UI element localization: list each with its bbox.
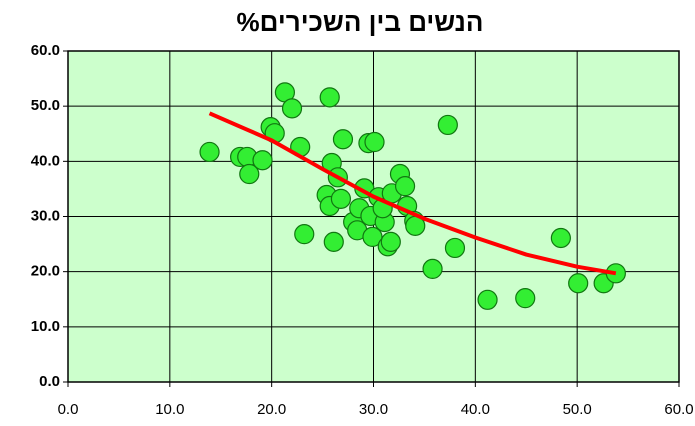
y-tick-label: 10.0 [31,318,60,335]
point [323,231,344,252]
y-tick-label: 40.0 [31,152,60,169]
point [550,227,571,249]
y-tick-label: 60.0 [31,42,60,59]
y-tick-label: 50.0 [31,97,60,114]
point [364,131,385,153]
x-tick-label: 50.0 [563,401,592,418]
x-tick-label: 20.0 [257,401,286,418]
point [199,141,220,163]
point [319,87,340,108]
point [437,114,458,136]
plot-border [67,50,680,383]
x-tick-label: 40.0 [461,401,490,418]
point [239,163,260,185]
point [380,231,401,252]
point [332,129,354,150]
point [330,188,352,209]
x-tick-label: 10.0 [155,401,184,418]
point [444,237,466,259]
x-tick-label: 30.0 [359,401,388,418]
x-tick-label: 0.0 [58,401,79,418]
point [515,288,536,309]
chart-title: %הנשים בין השכירים [237,7,484,37]
point [252,150,273,171]
y-tick-label: 0.0 [39,373,60,390]
point [477,289,498,310]
point [422,258,443,280]
trendline [208,111,617,276]
point [394,176,416,197]
point [281,98,303,119]
point [294,224,315,245]
y-tick-label: 30.0 [31,207,60,224]
point [362,226,383,248]
point [568,273,589,294]
y-tick-label: 20.0 [31,263,60,280]
x-tick-label: 60.0 [664,401,693,418]
